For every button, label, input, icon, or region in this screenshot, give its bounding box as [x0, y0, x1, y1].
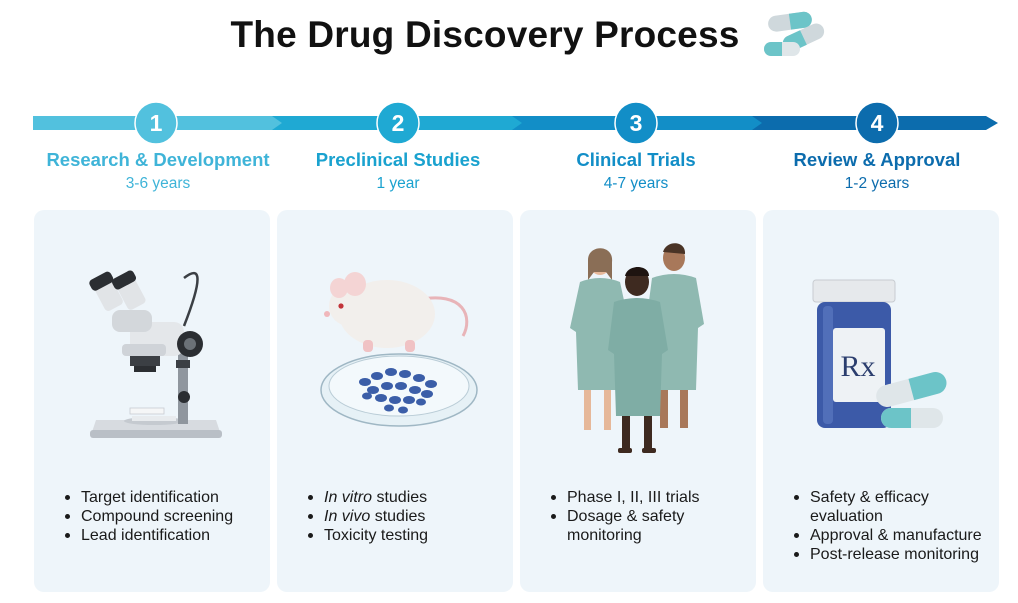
list-item: Safety & efficacy evaluation [794, 488, 989, 526]
stage-3-duration: 4-7 years [603, 175, 669, 192]
stage-3-card: Phase I, II, III trials Dosage & safety … [520, 210, 756, 592]
list-item-text: studies [372, 489, 428, 506]
stage-4-name: Review & Approval [793, 149, 961, 170]
microscope-icon [89, 270, 222, 438]
list-item: Post-release monitoring [794, 545, 989, 564]
stage-1-card: Target identification Compound screening… [34, 210, 270, 592]
pill-bottle-icon: Rx [812, 279, 947, 428]
list-item: Target identification [64, 488, 233, 507]
stage-2-card: In vitro studies In vivo studies Toxicit… [277, 210, 513, 592]
stage-1-heading: Research & Development 3-6 years [38, 148, 278, 195]
process-timeline: 1 2 3 4 [33, 101, 998, 145]
stage-2-task-list: In vitro studies In vivo studies Toxicit… [277, 488, 438, 545]
stage-2-duration: 1 year [376, 175, 420, 192]
capsules-icon [763, 11, 824, 56]
bottle-label: Rx [840, 350, 875, 383]
stage-4-card: Rx Safety & efficacy evaluation Approval… [763, 210, 999, 592]
patients-icon [570, 243, 704, 453]
stage-4-task-list: Safety & efficacy evaluation Approval & … [763, 488, 999, 564]
step-1-number: 1 [150, 110, 163, 136]
stage-1-name: Research & Development [46, 149, 270, 170]
mouse-and-petri-dish-icon [320, 272, 478, 427]
step-3-circle [614, 101, 658, 145]
list-item: In vitro studies [307, 488, 428, 507]
list-item: Compound screening [64, 508, 234, 525]
stage-3-task-list: Phase I, II, III trials Dosage & safety … [520, 488, 756, 545]
list-item: Toxicity testing [307, 527, 429, 544]
step-3-number: 3 [630, 110, 643, 136]
header: The Drug Discovery Process [0, 10, 1018, 60]
list-item: Lead identification [64, 526, 233, 545]
list-item-italic: In vivo [324, 508, 371, 525]
stage-3-name: Clinical Trials [576, 149, 696, 170]
step-2-number: 2 [392, 110, 405, 136]
list-item: Approval & manufacture [794, 526, 989, 545]
list-item-italic: In vitro [324, 489, 373, 506]
stage-4-heading: Review & Approval 1-2 years [757, 148, 997, 195]
step-4-circle [855, 101, 899, 145]
list-item: In vivo studies [307, 507, 428, 526]
step-4-number: 4 [871, 110, 884, 136]
stage-4-duration: 1-2 years [844, 175, 910, 192]
list-item-text: studies [370, 508, 426, 525]
step-1-circle [134, 101, 178, 145]
stage-3-heading: Clinical Trials 4-7 years [516, 148, 756, 195]
stage-2-heading: Preclinical Studies 1 year [278, 148, 518, 195]
page-title: The Drug Discovery Process [230, 14, 740, 55]
stage-1-duration: 3-6 years [125, 175, 191, 192]
list-item: Phase I, II, III trials [551, 488, 746, 507]
stage-2-name: Preclinical Studies [315, 149, 481, 170]
step-2-circle [376, 101, 420, 145]
stage-1-task-list: Target identification Compound screening… [34, 488, 243, 545]
list-item: Dosage & safety monitoring [551, 507, 746, 545]
